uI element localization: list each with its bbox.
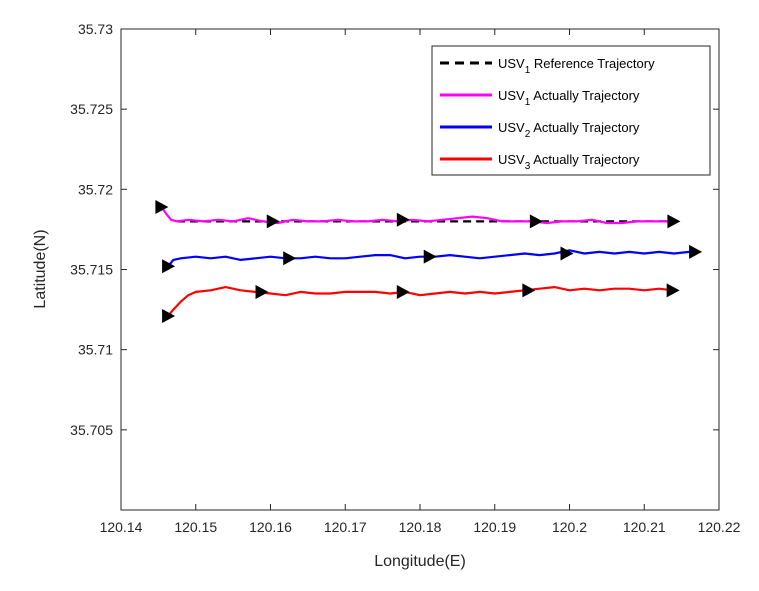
data-marker [667,214,681,229]
legend-desc: Actually Trajectory [530,120,640,135]
legend-entry: USV1 Actually Trajectory [498,88,640,108]
legend-desc: Actually Trajectory [530,88,640,103]
legend-desc: Actually Trajectory [530,152,640,167]
data-marker [560,246,574,261]
x-tick-label: 120.2 [552,519,587,535]
marker-layer [155,199,703,323]
legend-name: USV [498,56,525,71]
data-marker [255,284,269,299]
legend-entry: USV3 Actually Trajectory [498,152,640,172]
legend-box [431,45,711,176]
y-tick-label: 35.72 [78,181,113,197]
data-marker [283,251,297,266]
y-tick-label: 35.71 [78,342,113,358]
legend-desc: Reference Trajectory [530,56,655,71]
legend-subscript: 1 [525,65,531,76]
legend-subscript: 3 [525,161,531,172]
data-marker [162,308,176,323]
y-axis-label: Latitude(N) [32,229,49,308]
data-marker [396,284,410,299]
x-tick-label: 120.17 [324,519,367,535]
data-marker [529,214,543,229]
data-marker [155,199,169,214]
legend-subscript: 1 [525,97,531,108]
x-axis-label: Longitude(E) [374,553,466,570]
legend-subscript: 2 [525,129,531,140]
x-tick-label: 120.14 [100,519,143,535]
x-tick-label: 120.19 [473,519,516,535]
data-marker [162,259,176,274]
y-tick-label: 35.715 [70,262,113,278]
x-tick-label: 120.21 [623,519,666,535]
legend-name: USV [498,152,525,167]
data-marker [396,212,410,227]
x-tick-label: 120.16 [249,519,292,535]
legend-entry: USV1 Reference Trajectory [498,56,655,76]
data-marker [423,249,437,264]
legend-name: USV [498,120,525,135]
data-marker [689,244,703,259]
x-tick-label: 120.22 [698,519,741,535]
y-tick-label: 35.73 [78,21,113,37]
x-tick-label: 120.18 [399,519,442,535]
x-tick-label: 120.15 [174,519,217,535]
data-marker [666,283,680,298]
legend-name: USV [498,88,525,103]
tick-labels: 120.14 120.15 120.16 120.17 120.18 120.19 120.… [70,21,740,535]
axis-ticks [120,28,720,510]
y-tick-label: 35.705 [70,422,113,438]
legend-entry: USV2 Actually Trajectory [498,120,640,140]
data-marker [266,214,280,229]
y-tick-label: 35.725 [70,101,113,117]
data-marker [522,283,536,298]
